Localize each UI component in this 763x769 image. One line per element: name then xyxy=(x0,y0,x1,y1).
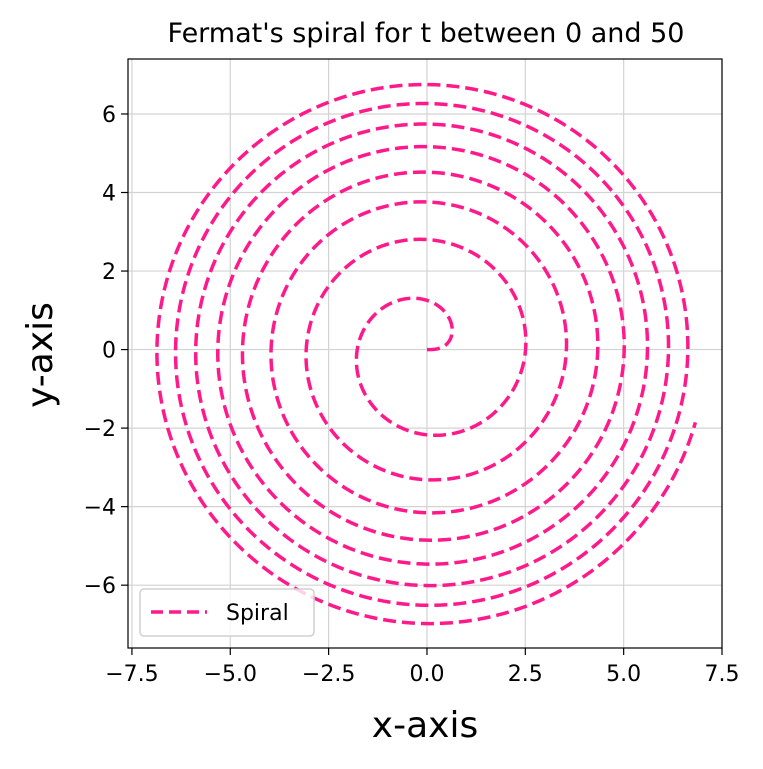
chart-title: Fermat's spiral for t between 0 and 50 xyxy=(168,18,685,49)
y-tick-label: −2 xyxy=(84,417,116,442)
x-tick-label: 0.0 xyxy=(409,662,444,687)
y-tick-label: −4 xyxy=(84,496,116,521)
spiral-series-line xyxy=(155,82,698,626)
y-axis-label: y-axis xyxy=(20,302,61,408)
legend-box xyxy=(139,588,315,637)
legend-label-spiral: Spiral xyxy=(226,601,289,626)
y-tick-label: 6 xyxy=(102,103,116,128)
y-tick-label: 0 xyxy=(102,339,116,364)
legend: Spiral xyxy=(139,588,315,637)
ticks: −7.5 −5.0 −2.5 0.0 2.5 5.0 7.5 −6 −4 −2 0 2 4 6 xyxy=(84,103,740,687)
x-tick-label: 7.5 xyxy=(705,662,740,687)
axes-frame xyxy=(127,58,723,649)
x-tick-label: −5.0 xyxy=(204,662,257,687)
y-tick-label: −6 xyxy=(84,574,116,599)
x-tick-label: 5.0 xyxy=(606,662,641,687)
y-tick-label: 4 xyxy=(102,182,116,207)
x-tick-label: −2.5 xyxy=(302,662,355,687)
plot-area xyxy=(155,82,698,626)
x-axis-label: x-axis xyxy=(372,705,478,746)
x-tick-label: −7.5 xyxy=(105,662,158,687)
x-tick-label: 2.5 xyxy=(508,662,543,687)
y-tick-label: 2 xyxy=(102,260,116,285)
